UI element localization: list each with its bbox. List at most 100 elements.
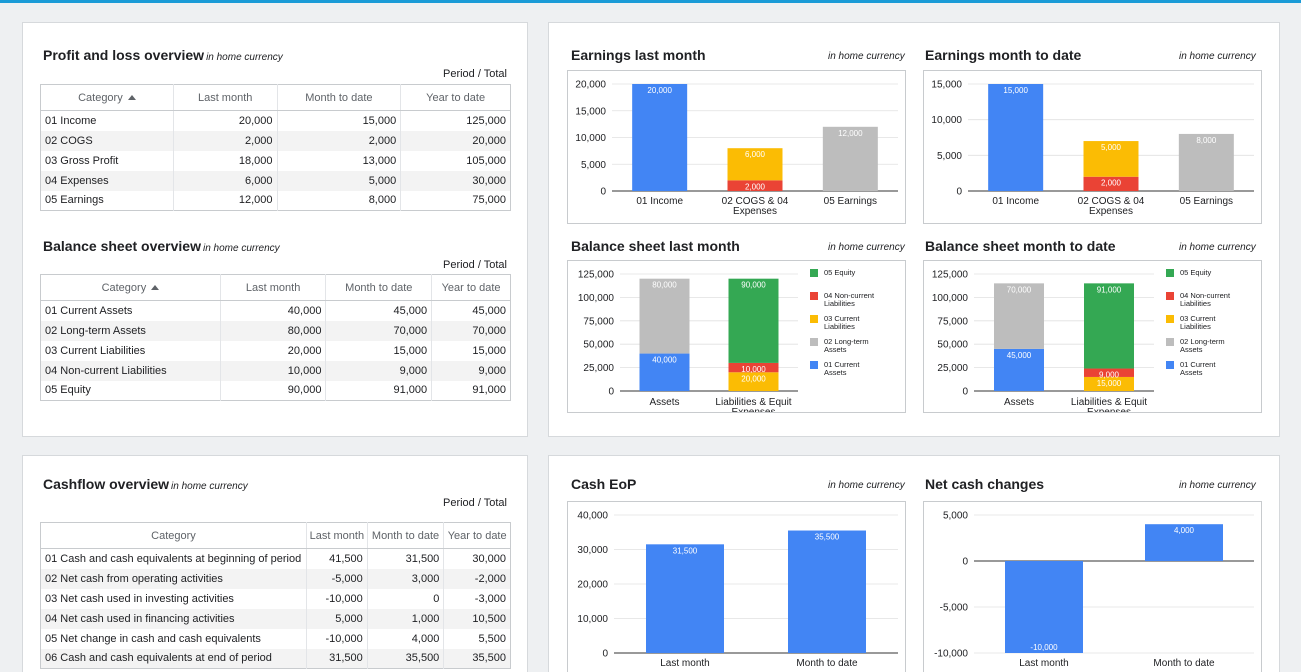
row-category-cell: 05 Net change in cash and cash equivalen…: [45, 632, 261, 645]
legend-swatch-05-equity: [1166, 269, 1174, 277]
bar-value-label: 6,000: [745, 150, 766, 159]
x-category-label: 01 Income: [636, 196, 683, 207]
balance-sheet-month-to-date-chart: 0 25,000 50,000 75,000 100,000 125,000 45,000 7…: [923, 260, 1262, 413]
row-value-cell: -2,000: [443, 568, 511, 589]
row-category-cell: 02 Long-term Assets: [40, 320, 221, 341]
table-row: 01 Income 20,000 15,000 125,000: [41, 110, 511, 131]
legend-swatch-02-long-term-assets: [810, 338, 818, 346]
pl-header-3: Year to date: [400, 84, 511, 111]
table-row: 04 Non-current Liabilities 10,000 9,000 9,0…: [40, 360, 511, 381]
cash-eop-chart: 0 10,000 20,000 30,000 40,000 31,500 Last mont…: [567, 501, 906, 672]
row-value-cell: 20,000: [400, 130, 511, 151]
bs-header-2: Month to date: [325, 274, 432, 301]
row-value-cell: 5,000: [276, 170, 401, 191]
table-row: 04 Net cash used in financing activities…: [40, 608, 511, 629]
row-category-cell: 02 COGS: [40, 130, 174, 151]
row-category-cell: 03 Net cash used in investing activities: [45, 592, 234, 605]
pl-header-0[interactable]: Category: [40, 84, 174, 111]
y-tick-label: 20,000: [575, 80, 606, 91]
chart-subtitle-cash-eop: in home currency: [828, 480, 905, 491]
bar-value-label: 70,000: [1007, 285, 1032, 294]
bar-value-label: 35,500: [815, 533, 840, 542]
y-tick-label: 0: [608, 387, 614, 398]
row-value-cell: -3,000: [443, 588, 511, 609]
chart-title-balance-sheet-last-month: Balance sheet last month: [571, 238, 740, 254]
pl-header-1: Last month: [172, 84, 278, 111]
x-category-label: Last month: [1019, 658, 1068, 669]
table-row: 06 Cash and cash equivalents at end of p…: [40, 648, 511, 669]
bar-03-current-liabilities-liabilities-equity: [728, 372, 779, 391]
row-value-cell: -10,000: [305, 588, 368, 609]
x-category-label: 02 COGS & 04 Expenses: [722, 196, 789, 217]
y-tick-label: 15,000: [575, 106, 606, 117]
chart-subtitle-balance-sheet-last-month: in home currency: [828, 242, 905, 253]
row-value-cell: 15,000: [325, 340, 432, 361]
legend-label-05-equity: 05 Equity: [1180, 268, 1212, 277]
chart-title-earnings-month-to-date: Earnings month to date: [925, 47, 1082, 63]
chart-title-balance-sheet-month-to-date: Balance sheet month to date: [925, 238, 1116, 254]
y-tick-label: 30,000: [577, 545, 608, 556]
legend-swatch-01-current-assets: [1166, 361, 1174, 369]
y-tick-label: 25,000: [583, 363, 614, 374]
bar-value-label: 40,000: [652, 356, 677, 365]
bar-cogs-02-cogs-04-expenses: [727, 180, 783, 191]
sort-ascending-icon[interactable]: [151, 284, 160, 290]
pl-header-2: Month to date: [276, 84, 401, 111]
bar-earnings-05-earnings: [1178, 133, 1234, 191]
table-row: 05 Earnings 12,000 8,000 75,000: [41, 190, 511, 211]
x-category-label: 01 Income: [992, 196, 1039, 207]
bs-table: Category Last month Month to date Year to d…: [40, 274, 511, 401]
y-tick-label: -5,000: [940, 603, 969, 614]
row-value-cell: 9,000: [431, 360, 511, 381]
table-row: 01 Cash and cash equivalents at beginnin…: [41, 548, 511, 569]
bar-02-long-term-assets-assets: [994, 283, 1044, 349]
row-value-cell: 1,000: [366, 608, 444, 629]
legend-swatch-03-current-liabilities: [810, 315, 818, 323]
row-value-cell: 45,000: [431, 300, 511, 321]
bar-value-label: 12,000: [838, 129, 863, 138]
chart-subtitle-earnings-last-month: in home currency: [828, 51, 905, 62]
row-value-cell: 70,000: [431, 320, 511, 341]
x-category-label: Assets: [649, 397, 679, 408]
bar-value-label: 15,000: [1003, 86, 1028, 95]
bar-value-label: 5,000: [1101, 143, 1122, 152]
x-category-label: Month to date: [796, 658, 858, 669]
earnings-balance-charts-panel: Earnings last month in home currency 0 5,…: [548, 22, 1280, 437]
legend-label-04-non-current-liabilities: 04 Non-current Liabilities: [1180, 291, 1231, 308]
y-tick-label: 50,000: [583, 340, 614, 351]
bar-expenses-02-cogs-04-expenses: [1083, 141, 1139, 177]
row-value-cell: 13,000: [276, 150, 401, 171]
row-value-cell: 0: [366, 588, 444, 609]
legend-label-02-long-term-assets: 02 Long-term Assets: [824, 337, 869, 354]
legend-swatch-01-current-assets: [810, 361, 818, 369]
row-category-cell: 04 Net cash used in financing activities: [40, 608, 307, 629]
row-value-cell: 5,500: [443, 628, 511, 649]
table-row: 05 Equity 90,000 91,000 91,000: [41, 380, 511, 401]
bar-value-label: 31,500: [673, 546, 698, 555]
row-value-cell: 90,000: [219, 380, 326, 401]
table-row: 02 Long-term Assets 80,000 70,000 70,000: [40, 320, 511, 341]
row-value-cell: 91,000: [431, 380, 511, 401]
bar-value-label: 2,000: [745, 182, 766, 191]
x-category-label: Liabilities & Equit Expenses: [715, 397, 791, 413]
y-tick-label: 10,000: [577, 614, 608, 625]
row-value-cell: 125,000: [400, 110, 511, 131]
bar-value-label: 80,000: [652, 281, 677, 290]
y-tick-label: 75,000: [937, 316, 968, 327]
x-category-label: Liabilities & Equit Expenses: [1071, 397, 1147, 413]
bar-03-current-liabilities-liabilities-equity: [1084, 376, 1134, 391]
row-value-cell: 41,500: [305, 548, 368, 569]
pl-table: Category Last month Month to date Year to d…: [40, 84, 511, 211]
row-category-cell: 01 Cash and cash equivalents at beginnin…: [45, 552, 302, 565]
legend-swatch-05-equity: [810, 269, 818, 277]
sort-ascending-icon[interactable]: [127, 94, 136, 100]
row-category-cell: 05 Earnings: [45, 194, 104, 207]
earnings-month-to-date-chart: 0 5,000 10,000 15,000 15,000 01 Income 2,000 5,…: [923, 70, 1262, 224]
chart-subtitle-net-cash-changes: in home currency: [1179, 480, 1256, 491]
row-value-cell: 31,500: [305, 648, 368, 669]
bs-header-0[interactable]: Category: [40, 274, 221, 301]
cf-header-0: Category: [40, 522, 307, 549]
x-category-label: 02 COGS & 04 Expenses: [1078, 196, 1145, 217]
bar-value-label: -10,000: [1030, 643, 1058, 652]
y-tick-label: 40,000: [577, 511, 608, 522]
